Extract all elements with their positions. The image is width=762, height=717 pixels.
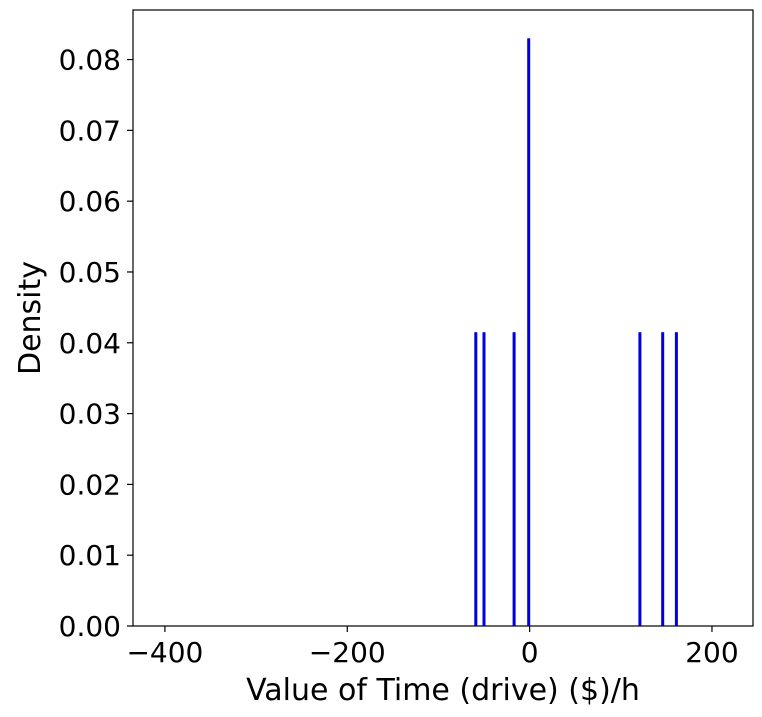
histogram-bar-1 xyxy=(482,332,486,626)
y-tick-label: 0.01 xyxy=(59,539,121,572)
x-axis: −400 −200 0 200 xyxy=(126,626,739,669)
histogram-bar-3 xyxy=(527,38,531,627)
x-tick-label: 0 xyxy=(521,636,539,669)
y-tick-label: 0.02 xyxy=(59,468,121,501)
x-tick-label: −200 xyxy=(309,636,386,669)
y-tick-label: 0.00 xyxy=(59,610,121,643)
y-tick-label: 0.06 xyxy=(59,185,121,218)
x-tick-label: −400 xyxy=(126,636,203,669)
y-tick-label: 0.03 xyxy=(59,398,121,431)
x-axis-label: Value of Time (drive) ($)/h xyxy=(246,673,640,708)
histogram-bar-5 xyxy=(661,332,665,626)
histogram-bar-6 xyxy=(674,332,678,626)
plot-area xyxy=(132,9,754,627)
histogram-bar-0 xyxy=(474,332,478,626)
histogram-bar-4 xyxy=(638,332,642,626)
x-tick-label: 200 xyxy=(685,636,738,669)
histogram-bar-2 xyxy=(512,332,516,626)
y-tick-label: 0.07 xyxy=(59,114,121,147)
y-tick-label: 0.08 xyxy=(59,44,121,77)
y-axis: 0.00 0.01 0.02 0.03 0.04 0.05 0.06 0.07 0.08 xyxy=(59,44,133,643)
y-tick-label: 0.04 xyxy=(59,327,121,360)
y-tick-label: 0.05 xyxy=(59,256,121,289)
y-axis-label: Density xyxy=(13,261,48,375)
bars-group xyxy=(474,38,678,627)
